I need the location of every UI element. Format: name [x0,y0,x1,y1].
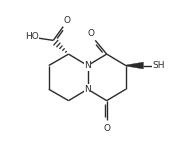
Text: N: N [84,61,91,70]
Text: O: O [103,124,110,133]
Text: HO: HO [25,32,39,41]
Text: O: O [64,16,70,25]
Polygon shape [126,62,143,69]
Text: SH: SH [153,61,165,70]
Text: O: O [88,29,95,38]
Text: N: N [84,85,91,94]
